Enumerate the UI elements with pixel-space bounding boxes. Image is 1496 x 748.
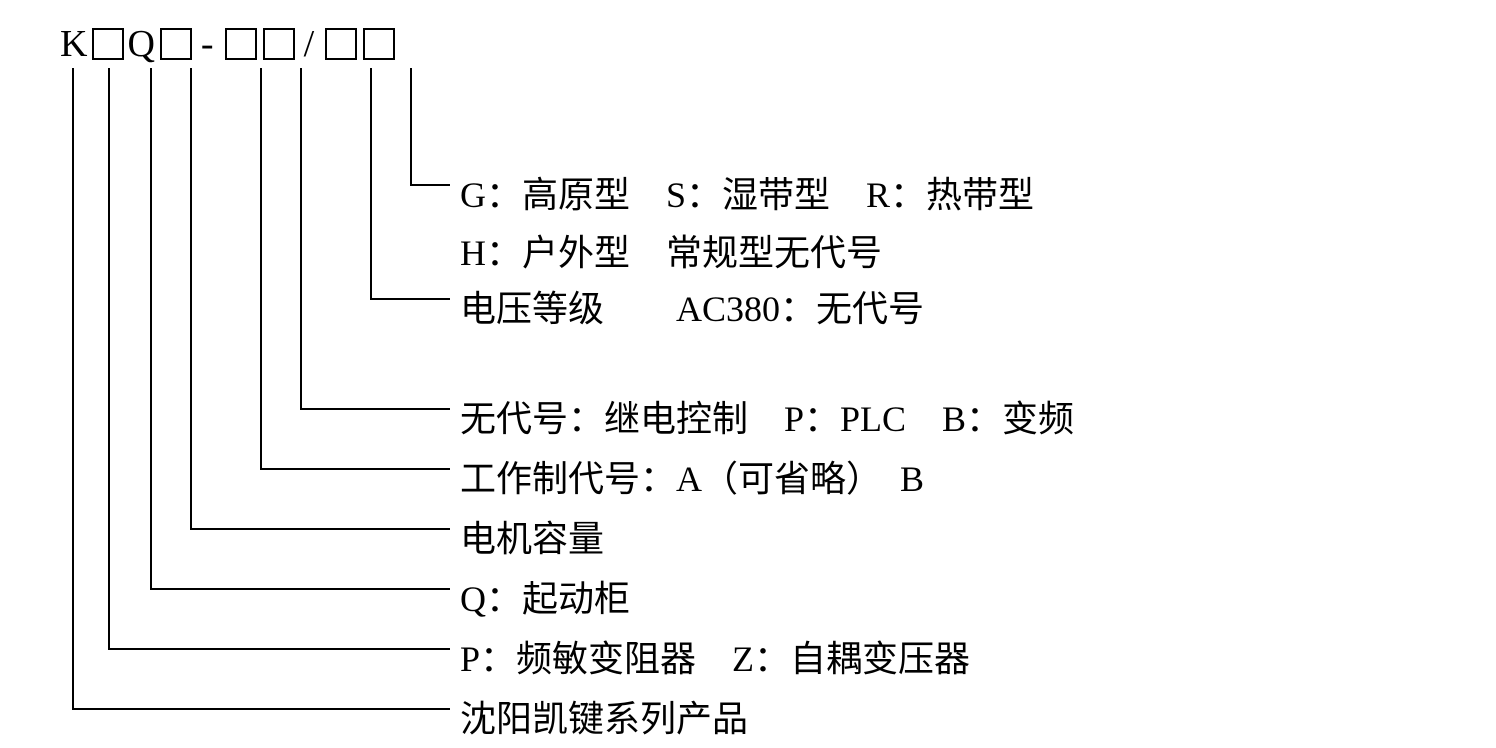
vline-10: [410, 68, 412, 184]
hline-10: [410, 184, 450, 186]
hline-1: [72, 708, 450, 710]
desc-3: Q：起动柜: [460, 570, 630, 622]
code-box-5: [325, 28, 357, 60]
code-box-1: [92, 28, 124, 60]
code-box-6: [363, 28, 395, 60]
code-sep-dash: -: [201, 22, 216, 66]
vline-1: [72, 68, 74, 708]
code-box-3: [225, 28, 257, 60]
desc-7: 无代号：继电控制 P：PLC B：变频: [460, 390, 1074, 442]
hline-7: [300, 408, 450, 410]
vline-6: [260, 68, 262, 468]
desc-10: G：高原型 S：湿带型 R：热带型: [460, 166, 1034, 218]
hline-3: [150, 588, 450, 590]
vline-3: [150, 68, 152, 588]
desc-6: 工作制代号：A（可省略） B: [460, 450, 924, 502]
code-char-k: K: [60, 22, 89, 66]
desc-1: 沈阳凯键系列产品: [460, 690, 748, 742]
code-row: K Q - /: [60, 22, 398, 66]
vline-9: [370, 68, 372, 298]
desc-9: 电压等级 AC380：无代号: [460, 280, 924, 332]
vline-7: [300, 68, 302, 408]
code-char-q: Q: [127, 22, 156, 66]
vline-4: [190, 68, 192, 528]
code-sep-slash: /: [304, 22, 317, 66]
code-box-4: [263, 28, 295, 60]
hline-2: [108, 648, 450, 650]
hline-4: [190, 528, 450, 530]
diagram-container: K Q - / 沈阳凯键系列产品 P：频敏变阻器 Z：自耦变压器 Q：起动柜 电机容量…: [0, 0, 1496, 748]
desc-4: 电机容量: [460, 510, 604, 562]
code-box-2: [160, 28, 192, 60]
desc-2: P：频敏变阻器 Z：自耦变压器: [460, 630, 970, 682]
hline-9: [370, 298, 450, 300]
desc-10b: H：户外型 常规型无代号: [460, 224, 882, 276]
vline-2: [108, 68, 110, 648]
hline-6: [260, 468, 450, 470]
